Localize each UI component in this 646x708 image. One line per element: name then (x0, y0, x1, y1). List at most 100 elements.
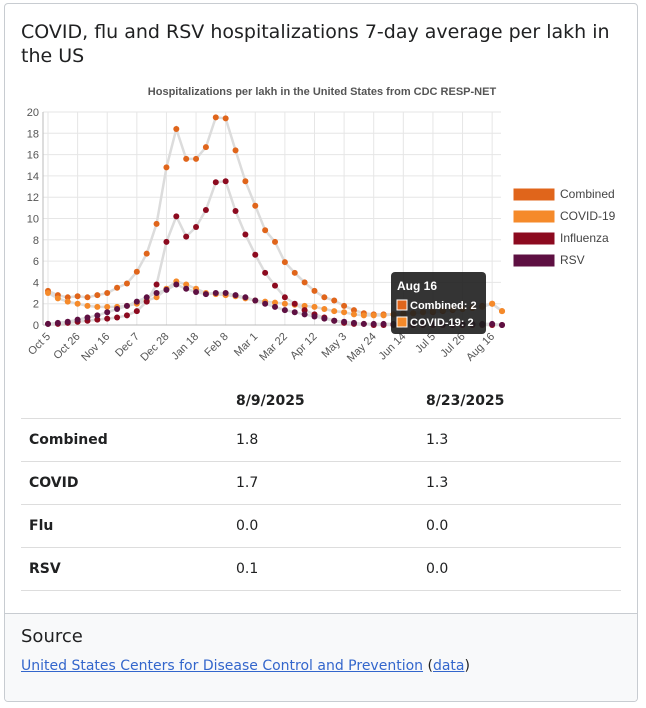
card-title: COVID, flu and RSV hospitalizations 7-da… (21, 21, 610, 67)
data-point (331, 297, 338, 304)
data-point (252, 202, 259, 209)
data-point (252, 297, 259, 304)
data-point (331, 308, 338, 315)
data-point (183, 233, 190, 240)
row-header: COVID (21, 461, 235, 505)
data-point (341, 318, 348, 325)
x-tick-label: Jan 18 (169, 331, 201, 363)
cell: 0.0 (425, 547, 621, 591)
legend-item: Influenza (512, 231, 609, 246)
data-point (281, 259, 288, 266)
data-point (45, 320, 51, 327)
data-point (301, 279, 308, 286)
data-point (114, 306, 121, 313)
data-point (321, 294, 328, 301)
data-point (380, 312, 387, 319)
data-point (163, 164, 170, 171)
table-row: Combined 1.8 1.3 (21, 418, 621, 462)
data-point (212, 179, 219, 186)
header-row: 8/9/2025 8/23/2025 (21, 384, 621, 419)
infobox-card: COVID, flu and RSV hospitalizations 7-da… (4, 3, 638, 702)
x-tick-label: Aug 16 (464, 331, 497, 364)
data-point (64, 294, 71, 301)
data-point (143, 250, 150, 257)
x-tick-label: Apr 12 (288, 331, 319, 362)
table-row: COVID 1.7 1.3 (21, 461, 621, 505)
data-point (370, 312, 377, 319)
data-point (242, 231, 249, 238)
source-section: Source United States Centers for Disease… (5, 613, 637, 701)
data-point (341, 309, 348, 316)
data-table: 8/9/2025 8/23/2025 Combined 1.8 1.3 COVID 1.… (21, 384, 621, 591)
row-header: RSV (21, 547, 235, 591)
data-point (193, 155, 200, 162)
data-point (350, 319, 357, 326)
legend-label: Influenza (560, 231, 609, 245)
legend-item: COVID-19 (512, 209, 616, 224)
data-point (54, 319, 61, 326)
data-point (104, 315, 111, 322)
data-point (202, 144, 209, 151)
column-header: 8/9/2025 (236, 393, 305, 409)
y-tick-label: 2 (33, 299, 39, 311)
data-point (272, 299, 279, 306)
y-tick-label: 20 (27, 107, 39, 119)
data-point (173, 281, 180, 288)
data-point (84, 294, 91, 301)
data-point (94, 312, 101, 319)
tooltip-box (391, 272, 486, 334)
data-point (74, 293, 81, 300)
legend-swatch (512, 231, 556, 246)
x-tick-label: Oct 26 (51, 331, 82, 362)
tooltip: Aug 16 Combined: 2 COVID-19: 2 (391, 272, 486, 334)
y-tick-label: 8 (33, 235, 39, 247)
data-point (193, 224, 200, 231)
x-tick-label: Mar 22 (257, 331, 290, 364)
cell: 1.8 (235, 418, 425, 462)
data-point (54, 295, 61, 302)
data-point (212, 114, 219, 121)
data-point (370, 320, 377, 327)
row-header: Combined (21, 418, 235, 462)
source-heading: Source (21, 626, 83, 647)
legend-label: COVID-19 (560, 209, 616, 223)
data-link[interactable]: data (432, 658, 465, 674)
y-tick-label: 16 (27, 150, 39, 162)
data-point (262, 269, 269, 276)
data-point (153, 290, 160, 297)
cell: 0.1 (235, 547, 425, 591)
data-point (232, 147, 239, 154)
legend-item: Combined (512, 187, 615, 202)
data-point (242, 294, 249, 301)
data-point (104, 309, 111, 316)
source-link[interactable]: United States Centers for Disease Contro… (21, 658, 424, 674)
data-point (350, 307, 357, 314)
data-point (153, 220, 160, 227)
tooltip-title: Aug 16 (397, 279, 437, 293)
y-tick-label: 18 (27, 128, 39, 140)
tooltip-swatch (396, 316, 408, 328)
data-point (193, 288, 200, 295)
data-point (222, 178, 229, 185)
data-point (74, 316, 81, 323)
data-point (212, 290, 219, 297)
data-point (262, 227, 269, 234)
data-point (104, 303, 111, 310)
data-point (321, 306, 328, 313)
data-point (350, 311, 357, 318)
data-point (64, 318, 71, 325)
data-point (222, 115, 229, 122)
data-point (173, 213, 180, 220)
data-point (84, 302, 91, 309)
data-point (311, 313, 318, 320)
data-point (242, 178, 249, 185)
data-point (301, 302, 308, 309)
data-point (183, 155, 190, 162)
data-point (202, 291, 209, 298)
data-point (64, 298, 71, 305)
data-point (341, 302, 348, 309)
data-point (143, 294, 150, 301)
tooltip-swatch (396, 299, 408, 311)
legend-item: RSV (512, 253, 585, 268)
